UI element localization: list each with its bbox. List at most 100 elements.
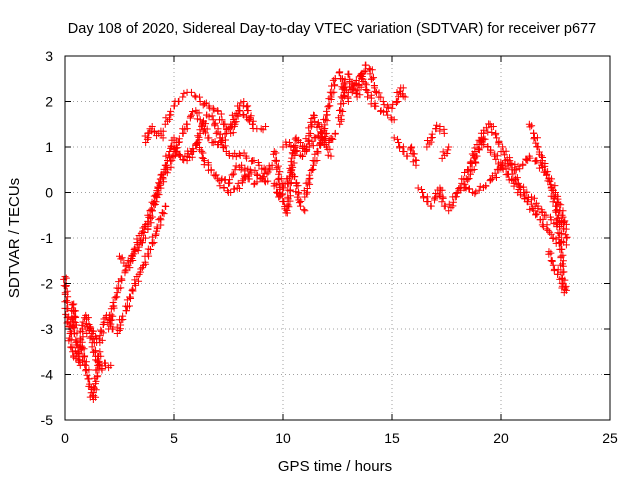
data-point xyxy=(547,230,555,238)
data-point xyxy=(527,196,535,204)
data-point xyxy=(270,150,278,158)
data-point xyxy=(112,293,120,301)
data-point xyxy=(364,88,372,96)
data-point xyxy=(167,163,175,171)
series-arc-d xyxy=(83,311,117,347)
data-point xyxy=(160,210,168,218)
data-point xyxy=(205,134,213,142)
data-point xyxy=(443,150,451,158)
data-point xyxy=(246,117,254,125)
data-point xyxy=(78,321,86,329)
data-point xyxy=(223,125,231,133)
data-point xyxy=(445,143,453,151)
data-point xyxy=(327,93,335,101)
data-point xyxy=(76,334,84,342)
series-arc-aa xyxy=(462,157,570,228)
data-point xyxy=(524,198,532,206)
y-tick-label: -1 xyxy=(41,230,54,246)
data-point xyxy=(198,122,206,130)
data-point xyxy=(328,89,336,97)
data-point xyxy=(162,114,170,122)
data-point xyxy=(173,144,181,152)
data-point xyxy=(117,275,125,283)
data-point xyxy=(243,154,251,162)
data-point xyxy=(282,209,290,217)
data-point xyxy=(517,184,525,192)
data-point xyxy=(345,83,353,91)
data-point xyxy=(408,143,416,151)
data-point xyxy=(552,216,560,224)
data-point xyxy=(271,157,279,165)
data-point xyxy=(158,209,166,217)
data-point xyxy=(187,88,195,96)
data-point xyxy=(150,192,158,200)
data-point xyxy=(452,189,460,197)
data-point xyxy=(301,193,309,201)
data-point xyxy=(541,162,549,170)
data-point xyxy=(118,254,126,262)
data-point xyxy=(244,116,252,124)
data-point xyxy=(276,189,284,197)
data-point xyxy=(109,312,117,320)
data-point xyxy=(554,229,562,237)
data-point xyxy=(69,323,77,331)
data-point xyxy=(231,166,239,174)
data-point xyxy=(78,346,86,354)
y-tick-label: 2 xyxy=(45,94,53,110)
data-point xyxy=(156,214,164,222)
data-point xyxy=(487,175,495,183)
data-point xyxy=(390,134,398,142)
data-point xyxy=(208,112,216,120)
data-point xyxy=(111,294,119,302)
data-point xyxy=(419,194,427,202)
data-point xyxy=(150,239,158,247)
data-point xyxy=(318,129,326,137)
data-point xyxy=(228,171,236,179)
data-point xyxy=(509,170,517,178)
y-tick-label: -5 xyxy=(41,412,54,428)
data-point xyxy=(171,145,179,153)
data-point xyxy=(292,148,300,156)
series-arc-m xyxy=(218,161,272,188)
data-point xyxy=(180,89,188,97)
data-point xyxy=(176,151,184,159)
data-point xyxy=(548,257,556,265)
data-point xyxy=(307,166,315,174)
data-point xyxy=(135,277,143,285)
data-point xyxy=(217,110,225,118)
data-point xyxy=(361,67,369,75)
data-point xyxy=(220,144,228,152)
data-point xyxy=(475,186,483,194)
data-point xyxy=(542,211,550,219)
data-point xyxy=(168,153,176,161)
data-point xyxy=(212,129,220,137)
data-point xyxy=(67,343,75,351)
data-point xyxy=(175,135,183,143)
series-arc-q xyxy=(300,134,335,201)
data-point xyxy=(515,182,523,190)
data-point xyxy=(148,207,156,215)
data-point xyxy=(159,127,167,135)
data-point xyxy=(96,348,104,356)
x-tick-label: 20 xyxy=(493,430,509,446)
data-point xyxy=(234,179,242,187)
data-point xyxy=(532,139,540,147)
data-point xyxy=(188,153,196,161)
data-point xyxy=(216,182,224,190)
data-point xyxy=(560,225,568,233)
data-point xyxy=(492,174,500,182)
data-point xyxy=(274,162,282,170)
data-point xyxy=(554,270,562,278)
data-point xyxy=(384,102,392,110)
data-point xyxy=(166,148,174,156)
data-point xyxy=(170,134,178,142)
data-point xyxy=(440,129,448,137)
data-point xyxy=(210,106,218,114)
data-point xyxy=(287,167,295,175)
data-point xyxy=(432,125,440,133)
data-point xyxy=(253,170,261,178)
data-point xyxy=(137,265,145,273)
data-point xyxy=(90,384,98,392)
data-point xyxy=(489,123,497,131)
series-arc-t xyxy=(344,70,398,124)
